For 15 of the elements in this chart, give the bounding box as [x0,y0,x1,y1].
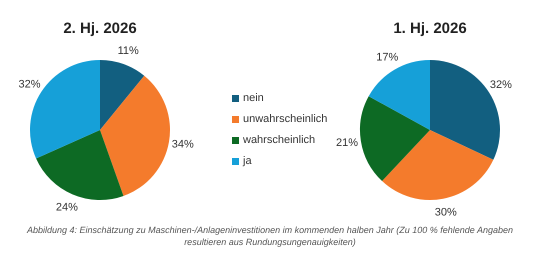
data-label: 32% [18,78,41,90]
legend-label: unwahrscheinlich [243,113,328,125]
chart-title: 2. Hj. 2026 [63,20,137,38]
legend-label: wahrscheinlich [243,134,316,146]
data-label: 11% [118,44,139,57]
text: Abbildung 4: Einschätzung zu Maschinen-/Anlageninvestitionen im kommenden halben Jahr (Zu 100 % fehlende Angaben resultieren aus Rundungsungenauigkeiten) [26,224,514,248]
legend-label: ja [243,155,252,167]
data-label: 32% [490,79,512,92]
legend-label: nein [243,92,264,104]
data-label: 21% [336,137,358,150]
data-label: 34% [172,138,194,150]
chart-title: 1. Hj. 2026 [393,20,467,38]
data-label: 17% [376,52,398,64]
data-label: 30% [434,206,457,219]
data-label: 24% [56,201,78,214]
